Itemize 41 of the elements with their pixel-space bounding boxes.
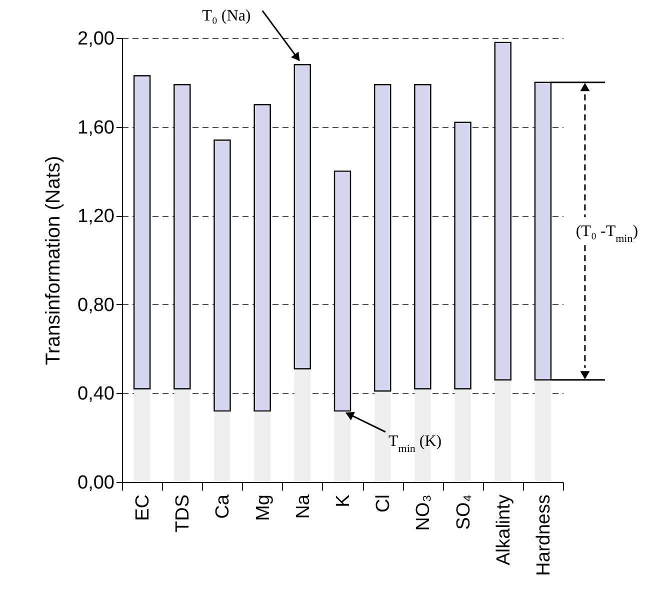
bar — [214, 410, 230, 482]
bar — [294, 368, 310, 482]
annotation: T₀ (Na) — [202, 8, 251, 25]
annotation: T$_{min}$ (K) — [388, 432, 442, 455]
y-tick-label: 0,80 — [78, 294, 114, 316]
x-tick-label: EC — [132, 494, 154, 521]
bar — [134, 388, 150, 482]
x-tick-label: Mg — [252, 494, 274, 521]
bar — [254, 410, 270, 482]
y-axis-title: Transinformation (Nats) — [42, 156, 65, 366]
bar — [334, 170, 352, 412]
bar — [494, 42, 512, 380]
y-tick-label: 2,00 — [78, 28, 114, 50]
bar — [454, 122, 472, 390]
x-tick-label: TDS — [172, 494, 194, 532]
y-tick-label: 0,00 — [78, 472, 114, 494]
x-tick-label: SO₄ — [453, 494, 474, 530]
bar — [174, 84, 191, 390]
bar — [534, 380, 551, 482]
bar — [174, 388, 190, 482]
x-tick-label: Alkalinty — [493, 494, 514, 566]
bar — [334, 410, 350, 482]
bar — [534, 82, 552, 380]
bar — [494, 380, 511, 482]
bar — [374, 84, 392, 392]
bar — [133, 75, 151, 390]
bar — [454, 388, 471, 482]
text: (T₀ -T$_{min}$) — [576, 223, 638, 246]
x-tick-label: NO₃ — [413, 494, 434, 531]
bar — [294, 64, 312, 370]
x-tick-label: K — [333, 494, 354, 508]
bar — [414, 84, 432, 390]
bar — [254, 104, 271, 412]
y-tick-label: 0,40 — [78, 384, 114, 405]
y-tick-label: 1,20 — [78, 206, 114, 228]
bar — [214, 140, 231, 412]
x-tick-label: Na — [292, 494, 314, 519]
y-tick-label: 1,60 — [78, 117, 114, 138]
x-tick-label: Ca — [212, 494, 234, 519]
x-tick-label: Hardness — [533, 494, 554, 576]
x-tick-label: Cl — [373, 494, 394, 512]
